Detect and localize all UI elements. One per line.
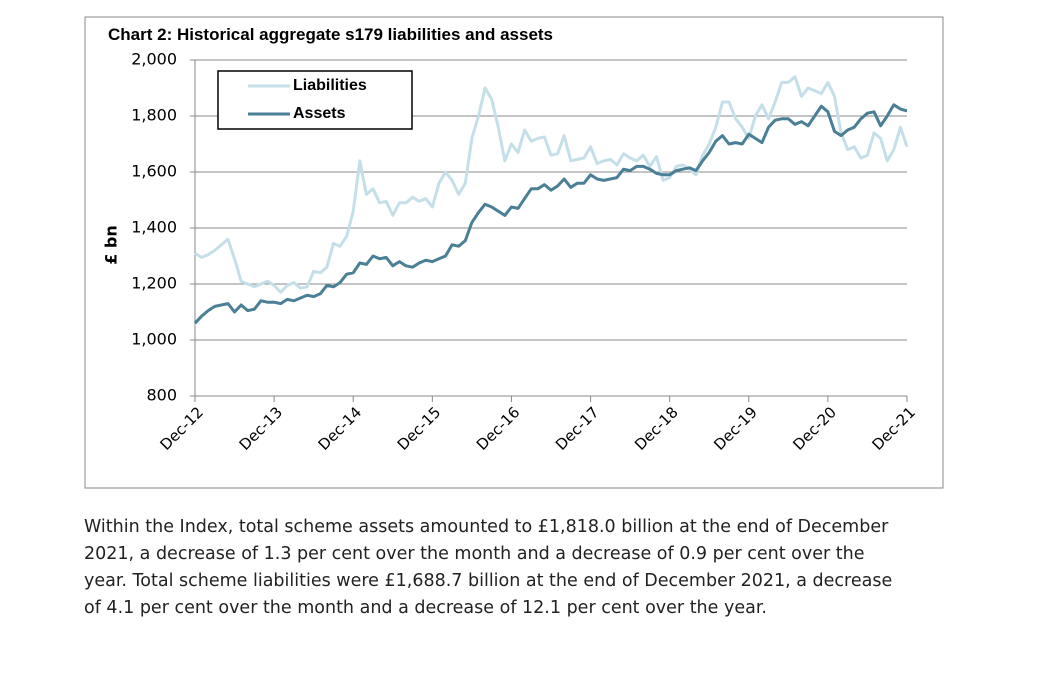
paragraph: Within the Index, total scheme assets am… xyxy=(84,514,984,622)
series-line xyxy=(194,75,909,294)
paragraph-line: year. Total scheme liabilities were £1,6… xyxy=(84,571,893,591)
legend-label: Liabilities xyxy=(293,77,367,94)
paragraph-line: of 4.1 per cent over the month and a dec… xyxy=(84,598,767,618)
chart-title: Chart 2: Historical aggregate s179 liabi… xyxy=(108,25,553,44)
legend-label: Assets xyxy=(293,105,346,122)
y-tick-label: 1,800 xyxy=(131,106,177,125)
y-tick-label: 2,000 xyxy=(131,50,177,69)
legend-box xyxy=(217,70,413,130)
series-line xyxy=(193,103,908,325)
y-tick-label: 1,000 xyxy=(131,330,177,349)
paragraph-line: Within the Index, total scheme assets am… xyxy=(84,517,889,537)
y-tick-label: 800 xyxy=(146,386,177,405)
y-axis-label: £ bn xyxy=(102,225,121,265)
paragraph-line: 2021, a decrease of 1.3 per cent over th… xyxy=(84,544,865,564)
y-tick-label: 1,400 xyxy=(131,218,177,237)
chart: Chart 2: Historical aggregate s179 liabi… xyxy=(84,16,944,489)
y-tick-label: 1,200 xyxy=(131,274,177,293)
y-tick-label: 1,600 xyxy=(131,162,177,181)
